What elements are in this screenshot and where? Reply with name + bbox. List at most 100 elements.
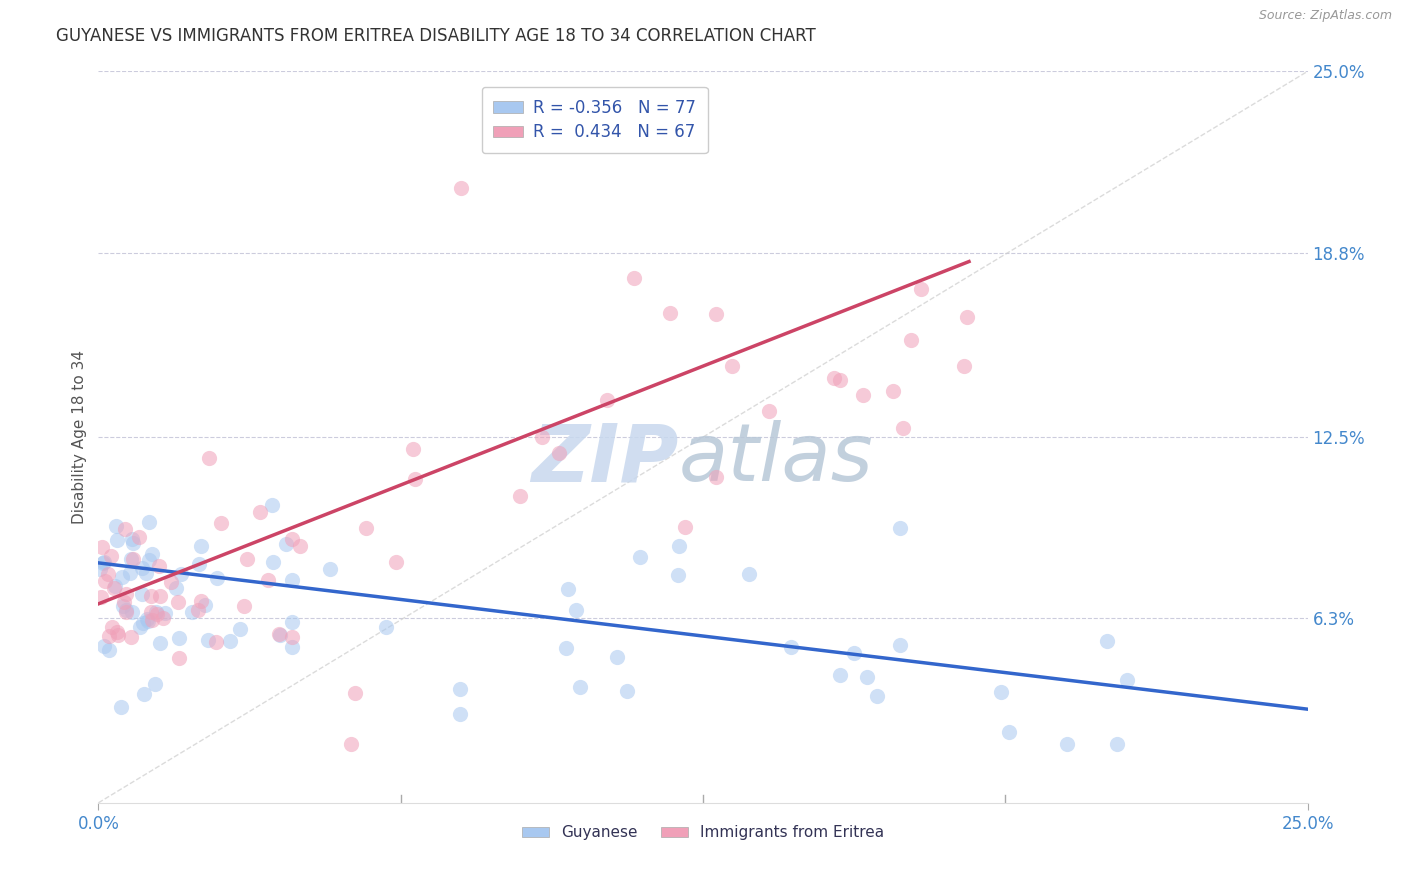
- Point: [595, 392, 617, 407]
- Point: [758, 404, 780, 418]
- Point: [450, 181, 472, 195]
- Point: [450, 706, 472, 721]
- Point: [281, 615, 304, 629]
- Point: [1115, 673, 1137, 687]
- Point: [568, 681, 591, 695]
- Point: [131, 561, 153, 575]
- Point: [1107, 737, 1129, 751]
- Point: [100, 549, 122, 564]
- Point: [891, 421, 914, 435]
- Point: [121, 551, 143, 566]
- Point: [111, 570, 134, 584]
- Point: [197, 632, 219, 647]
- Point: [149, 635, 172, 649]
- Point: [134, 687, 156, 701]
- Point: [131, 587, 153, 601]
- Point: [565, 602, 588, 616]
- Point: [262, 555, 284, 569]
- Point: [402, 442, 425, 457]
- Point: [262, 498, 284, 512]
- Point: [340, 737, 363, 751]
- Point: [557, 582, 579, 596]
- Point: [93, 639, 115, 653]
- Point: [141, 547, 163, 561]
- Point: [990, 685, 1012, 699]
- Point: [148, 558, 170, 573]
- Point: [91, 541, 114, 555]
- Point: [889, 638, 911, 652]
- Point: [104, 579, 127, 593]
- Point: [404, 472, 426, 486]
- Point: [704, 470, 727, 484]
- Point: [112, 595, 135, 609]
- Point: [842, 646, 865, 660]
- Point: [233, 599, 256, 613]
- Point: [209, 516, 232, 530]
- Point: [101, 620, 124, 634]
- Text: Source: ZipAtlas.com: Source: ZipAtlas.com: [1258, 9, 1392, 22]
- Point: [343, 686, 366, 700]
- Point: [509, 489, 531, 503]
- Y-axis label: Disability Age 18 to 34: Disability Age 18 to 34: [72, 350, 87, 524]
- Point: [737, 566, 759, 581]
- Point: [198, 450, 221, 465]
- Point: [547, 446, 569, 460]
- Point: [93, 555, 115, 569]
- Point: [882, 384, 904, 398]
- Point: [149, 590, 172, 604]
- Point: [180, 605, 202, 619]
- Point: [830, 373, 852, 387]
- Point: [194, 598, 217, 612]
- Point: [118, 566, 141, 580]
- Point: [153, 607, 176, 621]
- Point: [97, 629, 120, 643]
- Point: [910, 282, 932, 296]
- Point: [257, 573, 280, 587]
- Point: [269, 628, 291, 642]
- Point: [129, 620, 152, 634]
- Point: [229, 622, 252, 636]
- Point: [852, 388, 875, 402]
- Point: [531, 429, 554, 443]
- Point: [668, 539, 690, 553]
- Point: [1056, 737, 1078, 751]
- Point: [94, 574, 117, 589]
- Point: [89, 562, 111, 576]
- Point: [659, 306, 682, 320]
- Point: [449, 681, 471, 696]
- Point: [628, 549, 651, 564]
- Point: [97, 643, 120, 657]
- Point: [115, 587, 138, 601]
- Point: [112, 599, 135, 613]
- Point: [122, 552, 145, 566]
- Point: [139, 605, 162, 619]
- Point: [120, 631, 142, 645]
- Point: [114, 522, 136, 536]
- Legend: Guyanese, Immigrants from Eritrea: Guyanese, Immigrants from Eritrea: [516, 819, 890, 847]
- Point: [170, 566, 193, 581]
- Point: [616, 684, 638, 698]
- Point: [823, 371, 845, 385]
- Point: [274, 537, 297, 551]
- Point: [104, 519, 127, 533]
- Point: [281, 574, 304, 588]
- Point: [93, 556, 115, 570]
- Point: [152, 611, 174, 625]
- Point: [107, 627, 129, 641]
- Point: [110, 700, 132, 714]
- Text: atlas: atlas: [679, 420, 873, 498]
- Point: [190, 539, 212, 553]
- Point: [205, 635, 228, 649]
- Point: [121, 532, 143, 546]
- Point: [249, 505, 271, 519]
- Point: [606, 649, 628, 664]
- Point: [166, 595, 188, 609]
- Point: [374, 620, 396, 634]
- Point: [889, 521, 911, 535]
- Point: [132, 616, 155, 631]
- Point: [830, 668, 852, 682]
- Point: [103, 582, 125, 596]
- Point: [143, 677, 166, 691]
- Point: [623, 271, 645, 285]
- Point: [145, 605, 167, 619]
